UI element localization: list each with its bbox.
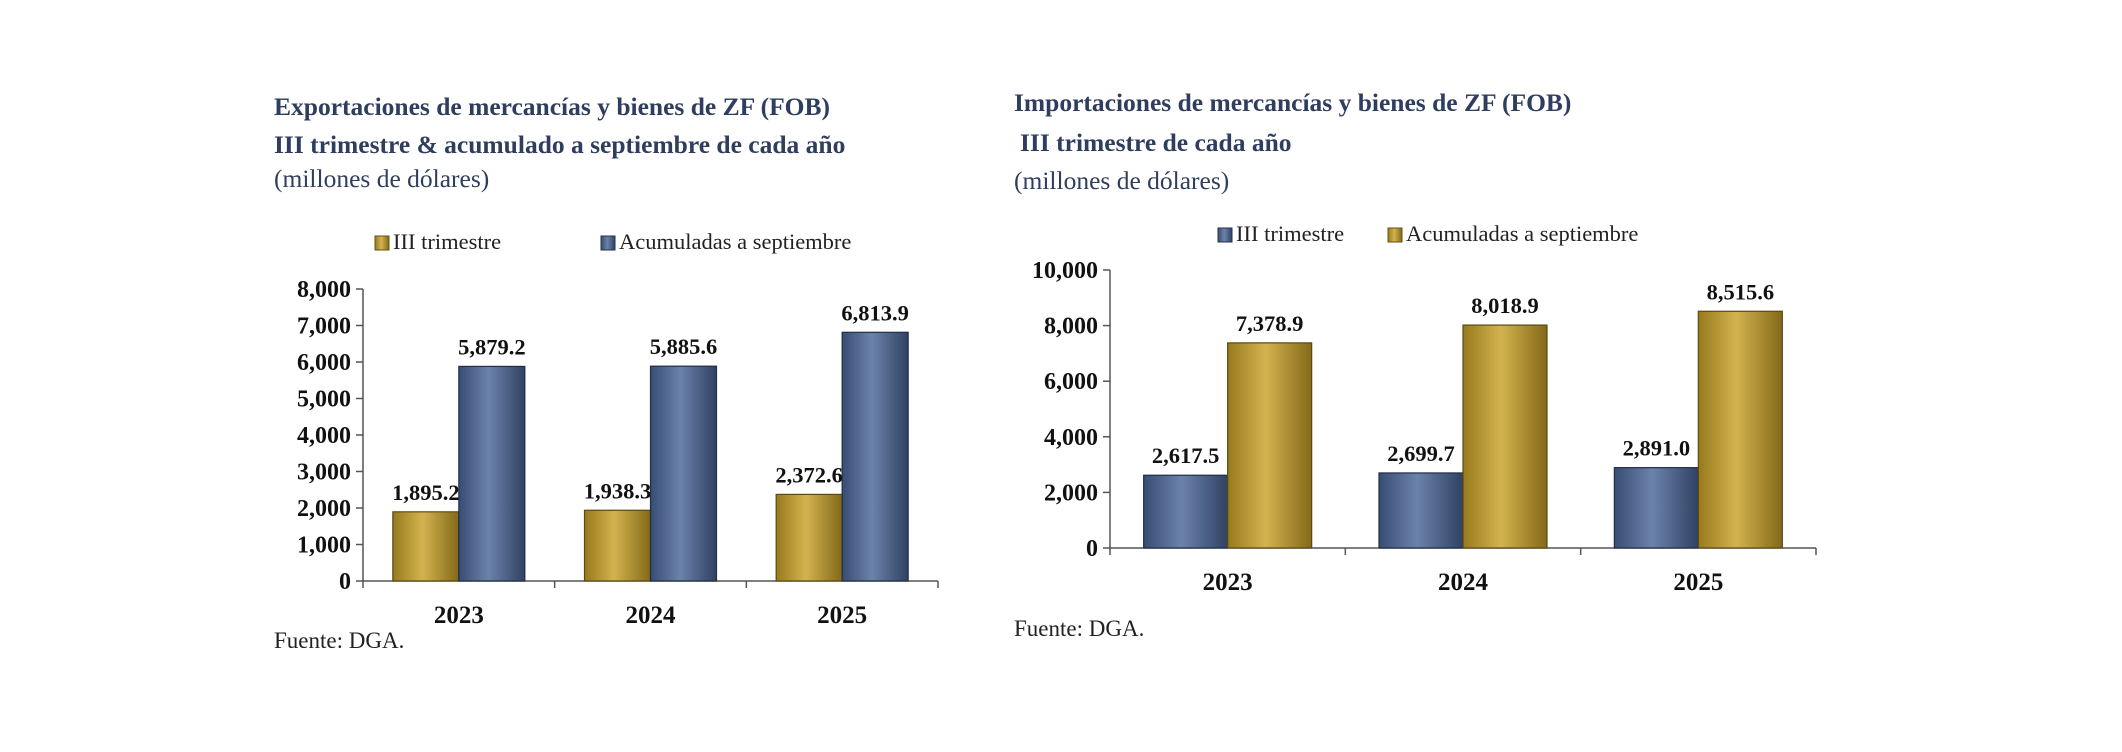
imports-chart-panel: Importaciones de mercancías y bienes de … xyxy=(990,0,1850,752)
legend-label: Acumuladas a septiembre xyxy=(619,229,851,254)
imports-chart-title-line2: III trimestre de cada año xyxy=(1020,128,1292,157)
bar-2023-1 xyxy=(458,365,526,582)
imports-chart-source: Fuente: DGA. xyxy=(1014,616,1145,641)
x-category-label: 2023 xyxy=(1203,569,1253,596)
legend-swatch xyxy=(1387,227,1403,243)
bar-2025-1 xyxy=(841,331,909,582)
legend-swatch xyxy=(1217,227,1233,243)
bar-2025-0 xyxy=(1613,467,1699,549)
data-label: 5,885.6 xyxy=(650,334,718,359)
y-tick-label: 10,000 xyxy=(1032,258,1098,284)
chart-legend: III trimestre Acumuladas a septiembre xyxy=(374,229,851,254)
x-category-label: 2024 xyxy=(1438,569,1489,596)
exports-chart-title: Exportaciones de mercancías y bienes de … xyxy=(274,92,830,121)
exports-chart-subtitle: (millones de dólares) xyxy=(274,164,490,193)
legend-label: Acumuladas a septiembre xyxy=(1406,221,1638,246)
data-label: 6,813.9 xyxy=(841,300,909,325)
exports-chart-panel: Exportaciones de mercancías y bienes de … xyxy=(250,0,1110,752)
chart-legend: III trimestre Acumuladas a septiembre xyxy=(1217,221,1638,246)
data-label: 8,018.9 xyxy=(1471,293,1539,318)
bar-2023-0 xyxy=(1143,474,1229,549)
data-label: 2,617.5 xyxy=(1152,443,1220,468)
y-tick-label: 6,000 xyxy=(297,350,351,376)
exports-chart-source: Fuente: DGA. xyxy=(274,628,405,653)
y-tick-label: 6,000 xyxy=(1044,369,1098,395)
legend-label: III trimestre xyxy=(1236,221,1344,246)
imports-chart-title: Importaciones de mercancías y bienes de … xyxy=(1014,88,1572,117)
bar-2024-0 xyxy=(583,509,652,582)
data-label: 1,938.3 xyxy=(584,478,652,503)
y-tick-label: 0 xyxy=(1086,536,1098,562)
y-tick-label: 2,000 xyxy=(297,496,351,522)
x-category-label: 2025 xyxy=(817,602,867,629)
bar-2025-0 xyxy=(775,493,843,582)
bar-2023-1 xyxy=(1227,342,1313,549)
bar-2024-1 xyxy=(1462,324,1548,549)
x-category-label: 2025 xyxy=(1673,569,1723,596)
bar-2024-0 xyxy=(1378,472,1464,549)
data-label: 2,372.6 xyxy=(775,462,843,487)
y-tick-label: 0 xyxy=(339,569,351,595)
exports-chart-title-line2: III trimestre & acumulado a septiembre d… xyxy=(274,130,846,159)
data-label: 8,515.6 xyxy=(1707,279,1775,304)
data-label: 5,879.2 xyxy=(458,334,526,359)
legend-swatch xyxy=(600,235,616,251)
x-category-label: 2023 xyxy=(434,602,484,629)
data-label: 1,895.2 xyxy=(392,480,460,505)
y-tick-label: 8,000 xyxy=(297,277,351,303)
y-tick-label: 3,000 xyxy=(297,460,351,486)
bar-2023-0 xyxy=(392,511,460,582)
y-tick-label: 4,000 xyxy=(1044,425,1098,451)
data-label: 2,699.7 xyxy=(1387,441,1455,466)
y-tick-label: 5,000 xyxy=(297,387,351,413)
legend-label: III trimestre xyxy=(393,229,501,254)
x-category-label: 2024 xyxy=(626,602,677,629)
y-tick-label: 8,000 xyxy=(1044,314,1098,340)
imports-chart-subtitle: (millones de dólares) xyxy=(1014,166,1230,195)
y-tick-label: 1,000 xyxy=(297,533,351,559)
bar-2025-1 xyxy=(1697,310,1783,549)
bar-2024-1 xyxy=(649,365,718,582)
imports-bar-chart: III trimestre Acumuladas a septiembre 0 2,0… xyxy=(1032,221,1817,596)
y-tick-label: 7,000 xyxy=(297,314,351,340)
y-tick-label: 2,000 xyxy=(1044,480,1098,506)
exports-bar-chart: III trimestre Acumuladas a septiembre 0 1,0… xyxy=(297,229,939,629)
y-tick-label: 4,000 xyxy=(297,423,351,449)
data-label: 2,891.0 xyxy=(1623,436,1691,461)
data-label: 7,378.9 xyxy=(1236,311,1304,336)
legend-swatch xyxy=(374,235,390,251)
